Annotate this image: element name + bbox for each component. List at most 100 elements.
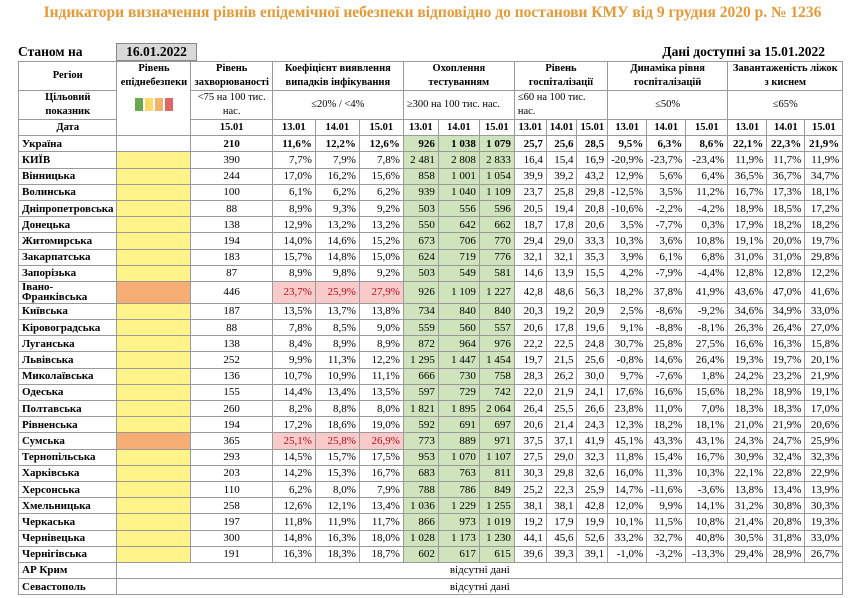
testing-value: 858 [402, 167, 439, 185]
detection-value: 17,5% [358, 448, 404, 466]
dyn-value: 8,6% [685, 135, 729, 153]
dyn-value: 6,3% [646, 135, 687, 153]
hosp-date-14: 14.01 [545, 118, 578, 137]
detection-value: 11,1% [358, 367, 404, 385]
header-hosp: Рівень госпіталізації [513, 61, 609, 91]
hosp-value: 29,8 [545, 464, 578, 482]
testing-value: 549 [437, 264, 480, 282]
detection-value: 25,8% [314, 432, 360, 450]
detection-target: ≤20% / <4% [271, 90, 404, 120]
oxygen-target: ≤65% [727, 90, 844, 120]
detection-value: 27,9% [358, 280, 404, 304]
dyn-value: 3,6% [646, 232, 687, 250]
level-cell [116, 216, 192, 234]
oxygen-value: 43,6% [727, 280, 768, 304]
hosp-value: 30,3 [513, 464, 547, 482]
region-name: Закарпатська [17, 248, 118, 266]
morbidity-value: 183 [190, 248, 273, 266]
detection-value: 13,5% [358, 383, 404, 402]
dyn-value: -3,6% [685, 480, 729, 499]
missing-data-note: відсутні дані [116, 578, 844, 596]
level-cell [116, 335, 192, 353]
table-row-missing: АР Крим відсутні дані [17, 561, 844, 580]
detection-value: 11,7% [358, 513, 404, 531]
oxygen-value: 29,4% [727, 545, 768, 563]
testing-value: 1 040 [437, 183, 480, 201]
oxygen-value: 22,1% [727, 464, 768, 482]
detection-value: 10,7% [271, 367, 316, 385]
morbidity-value: 244 [190, 167, 273, 185]
table-row: Київська 187 13,5% 13,7% 13,8% 734 840 840 20,3 1… [17, 302, 844, 321]
testing-target: ≥300 на 100 тис. нас. [402, 90, 515, 120]
morbidity-value: 88 [190, 199, 273, 218]
testing-value: 788 [402, 480, 439, 499]
oxygen-value: 16,3% [766, 335, 806, 353]
hosp-value: 24,8 [576, 335, 609, 353]
dyn-value: 32,7% [646, 529, 687, 547]
oxygen-value: 34,7% [804, 167, 844, 185]
oxygen-value: 18,5% [766, 199, 806, 218]
missing-data-note: відсутні дані [116, 561, 844, 580]
dyn-value: 10,8% [685, 232, 729, 250]
level-cell [116, 480, 192, 499]
testing-value: 2 808 [437, 151, 480, 169]
hosp-value: 39,9 [513, 167, 547, 185]
detection-value: 11,3% [314, 351, 360, 369]
hosp-value: 20,5 [513, 199, 547, 218]
region-name: АР Крим [17, 561, 118, 580]
legend-yellow [144, 98, 153, 112]
dyn-value: -4,2% [685, 199, 729, 218]
region-name: Львівська [17, 351, 118, 369]
hosp-value: 32,1 [545, 248, 578, 266]
oxygen-value: 25,9% [804, 432, 844, 450]
testing-value: 662 [478, 216, 515, 234]
detection-value: 9,0% [358, 319, 404, 337]
detection-value: 14,5% [271, 448, 316, 466]
hosp-value: 20,9 [576, 302, 609, 321]
hosp-value: 25,5 [545, 399, 578, 418]
hosp-value: 21,4 [545, 416, 578, 434]
testing-value: 840 [437, 302, 480, 321]
dyn-value: 6,4% [685, 167, 729, 185]
hosp-value: 21,5 [545, 351, 578, 369]
hosp-value: 32,6 [576, 464, 609, 482]
dyn-value: -10,6% [607, 199, 648, 218]
oxygen-value: 41,6% [804, 280, 844, 304]
level-cell [116, 399, 192, 418]
header-level: Рівень епіднебезпеки [116, 60, 192, 137]
testing-value: 1 079 [478, 135, 515, 153]
testing-value: 1 109 [437, 280, 480, 304]
table-row: Луганська 138 8,4% 8,9% 8,9% 872 964 976 22,2 22,… [17, 335, 844, 353]
detection-value: 8,0% [314, 480, 360, 499]
level-cell [116, 232, 192, 250]
oxygen-value: 17,0% [804, 399, 844, 418]
oxygen-value: 21,9% [804, 135, 844, 153]
oxygen-value: 22,3% [766, 135, 806, 153]
table-row: Закарпатська 183 15,7% 14,8% 15,0% 624 719 776 3… [17, 248, 844, 266]
dyn-value: 30,7% [607, 335, 648, 353]
oxygen-value: 31,0% [766, 248, 806, 266]
level-cell [116, 280, 192, 304]
detection-value: 15,7% [271, 248, 316, 266]
detection-value: 16,7% [358, 464, 404, 482]
dyn-value: -2,2% [646, 199, 687, 218]
testing-value: 706 [437, 232, 480, 250]
hosp-value: 17,8 [545, 319, 578, 337]
detection-value: 9,2% [358, 199, 404, 218]
oxy-date-13: 13.01 [727, 118, 768, 137]
testing-value: 1 070 [437, 448, 480, 466]
oxygen-value: 18,3% [727, 399, 768, 418]
dyn-value: -9,2% [685, 302, 729, 321]
oxygen-value: 18,3% [766, 399, 806, 418]
dyn-value: 18,1% [685, 416, 729, 434]
hosp-value: 24,1 [576, 383, 609, 402]
oxy-date-15: 15.01 [804, 118, 844, 137]
hosp-value: 35,3 [576, 248, 609, 266]
testing-value: 673 [402, 232, 439, 250]
hosp-value: 29,4 [513, 232, 547, 250]
hosp-value: 33,3 [576, 232, 609, 250]
detection-value: 8,9% [358, 335, 404, 353]
dyn-value: 41,9% [685, 280, 729, 304]
testing-value: 926 [402, 135, 439, 153]
dyn-value: 1,8% [685, 367, 729, 385]
